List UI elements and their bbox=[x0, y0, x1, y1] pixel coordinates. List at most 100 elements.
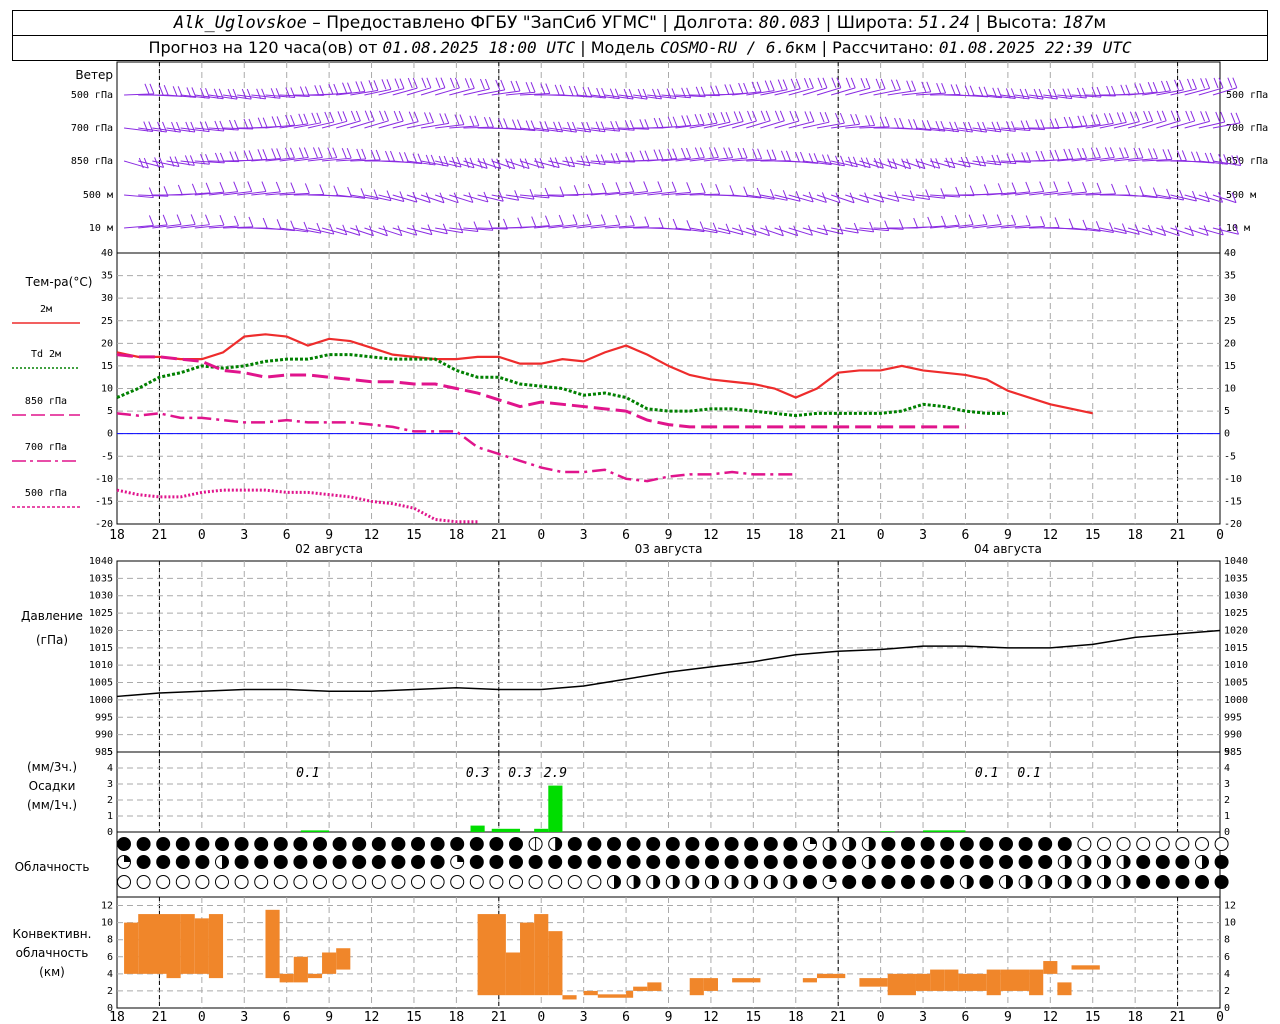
conv-bar bbox=[1057, 982, 1072, 996]
wind-barb bbox=[152, 160, 180, 167]
wind-barb-feather bbox=[1231, 192, 1237, 203]
wind-barb bbox=[788, 121, 815, 129]
tick-left-prec: 5 bbox=[107, 747, 113, 758]
cloud-symbol bbox=[411, 837, 425, 851]
wind-barb-feather bbox=[1077, 115, 1083, 126]
wind-barb-feather bbox=[191, 183, 197, 195]
wind-barb-feather bbox=[398, 110, 404, 122]
cloud-symbol bbox=[136, 855, 151, 869]
cloud-symbol bbox=[411, 855, 425, 869]
cloud-half bbox=[1202, 855, 1209, 869]
cloud-symbol bbox=[920, 875, 935, 889]
wind-barb bbox=[887, 160, 911, 170]
wind-barb-feather bbox=[176, 121, 181, 133]
wind-barb-feather bbox=[204, 121, 210, 132]
wind-barb bbox=[548, 127, 577, 133]
precip-label: 0.1 bbox=[975, 766, 998, 781]
cloud-symbol bbox=[1214, 855, 1229, 869]
wind-barb bbox=[1142, 120, 1167, 129]
wind-barb-feather bbox=[257, 149, 263, 160]
wind-barb-feather bbox=[1152, 81, 1158, 93]
wind-barb-feather bbox=[1179, 79, 1184, 91]
wind-barb-feather bbox=[570, 156, 576, 167]
wind-barb-feather bbox=[1053, 181, 1059, 192]
wind-barb bbox=[251, 157, 281, 162]
wind-barb bbox=[307, 121, 334, 129]
wind-barb bbox=[378, 227, 403, 237]
tick-right-pres: 1035 bbox=[1224, 573, 1248, 584]
cloud-symbol bbox=[763, 855, 778, 869]
wind-barb bbox=[1156, 120, 1181, 129]
wind-barb-feather bbox=[839, 112, 845, 124]
wind-barb bbox=[604, 225, 635, 229]
cloud-symbol bbox=[313, 875, 327, 889]
cloud-symbol bbox=[430, 875, 445, 889]
wind-barb-feather bbox=[694, 114, 700, 125]
wind-barb-feather bbox=[930, 158, 936, 169]
wind-barb bbox=[378, 88, 405, 96]
wind-barb bbox=[336, 90, 365, 96]
conv-bar bbox=[307, 973, 323, 979]
conv-bar bbox=[930, 969, 945, 991]
wind-barb bbox=[406, 227, 433, 236]
wind-barb bbox=[406, 121, 434, 129]
wind-barb bbox=[774, 120, 800, 129]
wind-barb-feather bbox=[808, 78, 814, 89]
cloud-symbol bbox=[607, 837, 621, 851]
wind-barb bbox=[463, 160, 488, 169]
temp-legend-label: Td 2м bbox=[31, 349, 61, 360]
wind-barb bbox=[307, 157, 337, 162]
wind-barb-feather bbox=[1181, 150, 1187, 161]
x-tick-temp: 3 bbox=[580, 528, 588, 543]
wind-barb bbox=[746, 194, 775, 200]
tick-left-pres: 985 bbox=[95, 747, 113, 758]
cloud-symbol bbox=[959, 837, 974, 851]
wind-barb-feather bbox=[568, 85, 574, 97]
wind-barb-feather bbox=[298, 113, 304, 125]
wind-barb-feather bbox=[1020, 120, 1026, 131]
wind-barb-feather bbox=[1011, 121, 1016, 132]
wind-barb-feather bbox=[319, 85, 325, 96]
cloud-symbol bbox=[1195, 875, 1209, 889]
wind-barb-feather bbox=[1006, 153, 1012, 164]
cloud-symbol bbox=[332, 837, 347, 851]
wind-barb-feather bbox=[505, 158, 511, 169]
wind-barb bbox=[618, 226, 649, 229]
wind-barb bbox=[859, 227, 889, 232]
cloud-symbol bbox=[469, 855, 484, 869]
wind-barb-feather bbox=[514, 190, 520, 201]
wind-barb bbox=[1212, 87, 1237, 96]
wind-barb bbox=[661, 157, 691, 162]
wind-barb bbox=[435, 87, 460, 96]
wind-barb-feather bbox=[925, 189, 931, 200]
x-tick-temp: 21 bbox=[152, 528, 168, 543]
wind-barb-feather bbox=[417, 153, 423, 164]
wind-barb bbox=[661, 191, 691, 196]
wind-barb bbox=[420, 227, 448, 235]
temp-series-1 bbox=[116, 353, 1008, 418]
cloud-quarter bbox=[124, 855, 131, 862]
wind-barb-feather bbox=[360, 81, 366, 92]
wind-barb-feather bbox=[941, 82, 947, 94]
wind-barb bbox=[406, 160, 436, 166]
tick-right-pres: 1000 bbox=[1224, 695, 1248, 706]
wind-barb-feather bbox=[819, 112, 825, 123]
cloud-symbol bbox=[1214, 837, 1229, 851]
cloud-half bbox=[672, 875, 680, 889]
cloud-half bbox=[966, 875, 974, 889]
wind-barb-feather bbox=[271, 116, 277, 127]
wind-barb-feather bbox=[653, 149, 659, 160]
wind-barb-feather bbox=[671, 181, 677, 192]
wind-barb-feather bbox=[615, 120, 621, 132]
conv-bar bbox=[124, 922, 139, 974]
wind-barb-feather bbox=[852, 156, 858, 167]
wind-barb-feather bbox=[243, 150, 249, 161]
cloud-half bbox=[1045, 875, 1052, 889]
wind-barb-feather bbox=[724, 84, 730, 95]
wind-barb-feather bbox=[672, 148, 678, 159]
wind-barb-feather bbox=[469, 157, 475, 168]
wind-barb-feather bbox=[879, 116, 885, 127]
wind-barb-feather bbox=[408, 111, 414, 122]
wind-barb bbox=[222, 190, 252, 196]
wind-barb-feather bbox=[615, 182, 621, 193]
